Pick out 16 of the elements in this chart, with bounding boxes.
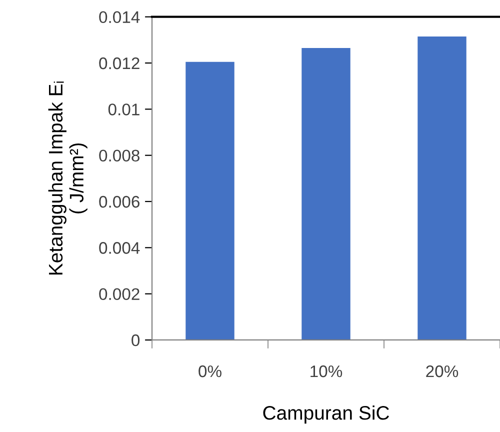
y-axis-title: Ketangguhan Impak Eᵢ ( J/mm²) bbox=[48, 82, 88, 275]
x-tick-label: 20% bbox=[426, 365, 458, 378]
bar bbox=[418, 36, 466, 340]
y-tick-label: 0.002 bbox=[99, 288, 140, 300]
y-tick-label: 0.006 bbox=[99, 196, 140, 208]
bar bbox=[302, 48, 350, 340]
x-tick-label: 10% bbox=[310, 365, 342, 378]
bar bbox=[186, 62, 234, 340]
x-tick-label: 0% bbox=[198, 365, 222, 378]
y-tick-label: 0.014 bbox=[99, 11, 140, 24]
y-tick-label: 0.008 bbox=[99, 150, 140, 162]
x-axis-title: Campuran SiC bbox=[263, 406, 390, 424]
y-tick-label: 0.01 bbox=[108, 104, 140, 116]
y-tick-label: 0.004 bbox=[99, 242, 140, 254]
y-tick-label: 0.012 bbox=[99, 57, 140, 70]
y-tick-label: 0 bbox=[132, 334, 140, 346]
